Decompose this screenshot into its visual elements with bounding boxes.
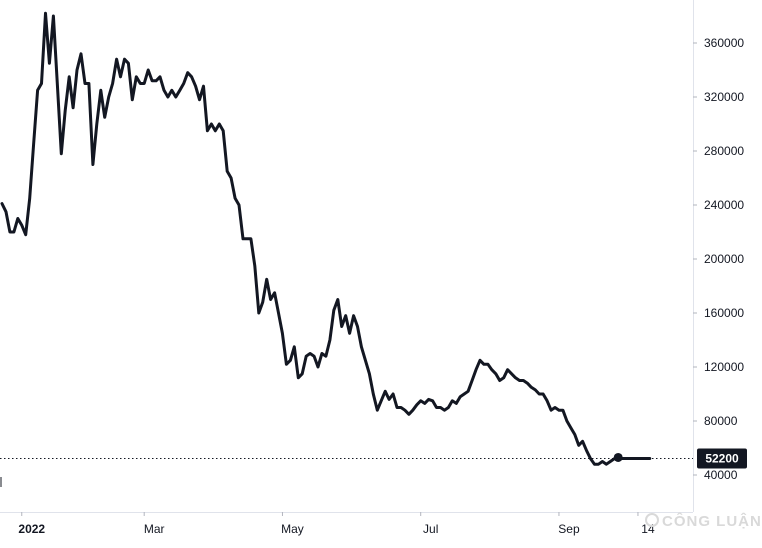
- x-tick-label: Sep: [558, 522, 580, 536]
- last-price-badge-label: 52200: [705, 452, 739, 466]
- watermark-text: CÔNG LUẬN: [662, 512, 762, 530]
- x-tick-label: Jul: [423, 522, 438, 536]
- y-tick-label: 200000: [704, 252, 744, 266]
- y-tick-label: 40000: [704, 468, 738, 482]
- last-price-marker[interactable]: [613, 452, 623, 462]
- y-tick-label: 120000: [704, 360, 744, 374]
- x-tick-label: Mar: [144, 522, 165, 536]
- x-tick-label: 2022: [18, 522, 45, 536]
- price-axis[interactable]: 40000 80000 120000 160000 200000 240000 280000…: [693, 0, 762, 543]
- y-tick-label: 320000: [704, 90, 744, 104]
- y-tick-label: 240000: [704, 198, 744, 212]
- y-tick-label: 280000: [704, 144, 744, 158]
- time-axis[interactable]: 2022 Mar May Jul Sep 14: [0, 512, 693, 536]
- y-tick-label: 80000: [704, 414, 738, 428]
- watermark-icon: [645, 513, 659, 527]
- price-line-series[interactable]: [0, 11, 652, 466]
- y-tick-label: 360000: [704, 36, 744, 50]
- last-price-badge[interactable]: [697, 448, 747, 469]
- watermark-logo: CÔNG LUẬN: [645, 512, 762, 530]
- x-tick-label: May: [281, 522, 304, 536]
- plot-area[interactable]: [0, 11, 693, 487]
- y-tick-label: 160000: [704, 306, 744, 320]
